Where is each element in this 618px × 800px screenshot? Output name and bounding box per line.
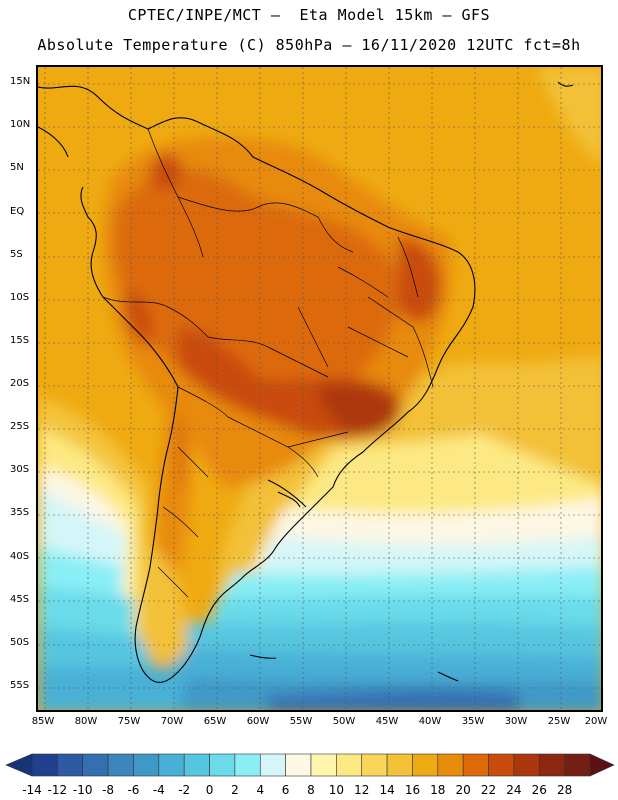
lat-label: 45S [10,594,30,605]
legend-tick-label: -2 [178,783,191,797]
color-legend [5,753,615,777]
legend-tick-label: -10 [72,783,93,797]
legend-tick-label: 10 [328,783,344,797]
legend-tick-label: 20 [455,783,471,797]
legend-tick-label: 0 [205,783,214,797]
lon-label: 75W [117,716,141,727]
map-canvas [38,67,601,710]
legend-tick-label: -6 [127,783,140,797]
legend-swatch [386,753,413,777]
legend-tick-label: 18 [430,783,446,797]
chart-title-line1: CPTEC/INPE/MCT – Eta Model 15km – GFS [127,6,491,24]
legend-tick-label: -4 [152,783,165,797]
lon-label: 35W [461,716,485,727]
legend-swatch [538,753,565,777]
legend-tick-label: 4 [256,783,265,797]
lat-label: EQ [10,206,25,217]
legend-tick-label: 28 [556,783,573,797]
legend-swatch [513,753,540,777]
lon-label: 40W [418,716,442,727]
legend-tick-label: -8 [102,783,115,797]
lon-label: 20W [584,716,608,727]
legend-swatch [564,753,591,777]
legend-tick-label: 12 [354,783,370,797]
lon-label: 30W [504,716,528,727]
lon-label: 45W [375,716,399,727]
legend-swatch [234,753,261,777]
coastline [38,81,574,683]
lon-label: 80W [74,716,98,727]
legend-tick-label: 2 [231,783,239,797]
legend-swatch [31,753,58,777]
lat-label: 30S [10,464,30,475]
lat-label: 5N [10,162,24,173]
legend-swatch [412,753,439,777]
legend-swatch [183,753,210,777]
lat-label: 5S [10,249,23,260]
legend-swatch [336,753,363,777]
legend-under-arrow [5,753,33,777]
chart-title-line2: Absolute Temperature (C) 850hPa – 16/11/… [37,36,581,54]
legend-swatch [310,753,337,777]
legend-swatch [361,753,388,777]
legend-swatch [285,753,312,777]
lat-label: 10N [10,119,31,130]
lon-label: 55W [289,716,313,727]
legend-swatch [158,753,185,777]
lon-label: 70W [160,716,184,727]
legend-swatch [259,753,286,777]
temperature-field [38,67,601,710]
lat-label: 40S [10,551,30,562]
temperature-map [36,65,603,712]
legend-tick-label: -12 [47,783,68,797]
legend-tick-label: 24 [506,783,522,797]
lat-label: 50S [10,637,30,648]
legend-swatch [133,753,160,777]
legend-tick-label: 6 [281,783,290,797]
lat-label: 15S [10,335,30,346]
legend-tick-label: 8 [307,783,315,797]
lat-label: 10S [10,292,30,303]
lat-label: 55S [10,680,30,691]
lon-label: 50W [332,716,356,727]
legend-tick-label: 22 [480,783,497,797]
legend-tick-label: 16 [404,783,421,797]
legend-swatch [107,753,134,777]
lon-label: 25W [547,716,571,727]
lat-label: 20S [10,378,30,389]
lon-label: 60W [246,716,270,727]
lat-label: 15N [10,76,31,87]
legend-tick-label: 14 [379,783,395,797]
legend-swatch [488,753,515,777]
lon-label: 65W [203,716,227,727]
legend-swatch [57,753,84,777]
lon-label: 85W [31,716,55,727]
legend-tick-label: -14 [22,783,42,797]
legend-swatch [209,753,236,777]
legend-swatch [437,753,464,777]
legend-over-arrow [589,753,615,777]
legend-tick-label: 26 [531,783,547,797]
lat-label: 25S [10,421,30,432]
legend-swatch [82,753,109,777]
lat-label: 35S [10,507,30,518]
country-borders [102,128,434,598]
legend-swatch [462,753,489,777]
